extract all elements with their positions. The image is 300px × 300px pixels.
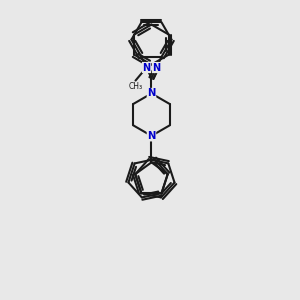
Text: CH₃: CH₃ bbox=[128, 82, 142, 91]
Text: N: N bbox=[142, 62, 151, 73]
Text: N: N bbox=[152, 62, 160, 73]
Text: N: N bbox=[147, 88, 156, 98]
Text: N: N bbox=[147, 131, 156, 141]
